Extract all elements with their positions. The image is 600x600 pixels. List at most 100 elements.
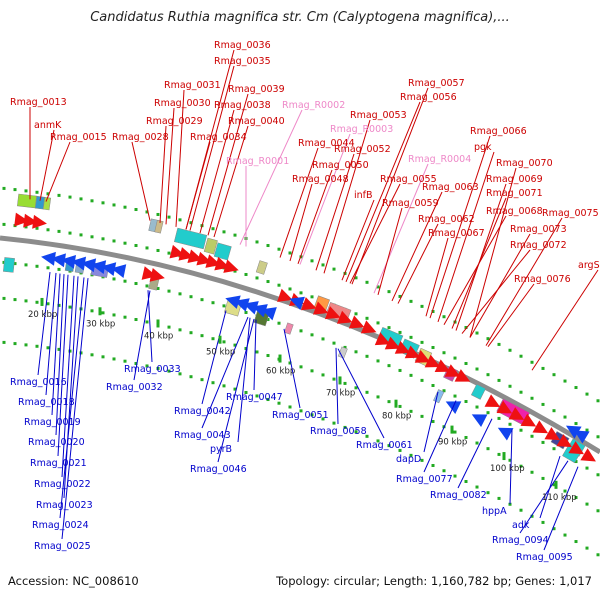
gene-label-bottom[interactable]: hppA	[482, 506, 507, 517]
track-dot	[387, 400, 391, 404]
gene-label-bottom[interactable]: Rmag_0046	[190, 464, 247, 475]
gene-label-top[interactable]: Rmag_0067	[428, 228, 485, 239]
gene-label-top[interactable]: Rmag_0062	[418, 214, 475, 225]
gene-label-top[interactable]: Rmag_0038	[214, 100, 271, 111]
scale-tick-label: 60 kbp	[266, 367, 295, 377]
forward-gene-arrow	[394, 340, 411, 354]
gene-label-bottom[interactable]: pyrB	[210, 444, 232, 455]
gene-label-top[interactable]: Rmag_0057	[408, 78, 465, 89]
label-leader	[207, 93, 249, 236]
gene-label-bottom[interactable]: Rmag_0020	[28, 437, 85, 448]
gene-label-top[interactable]: Rmag_0031	[164, 80, 221, 91]
label-leader	[63, 276, 79, 499]
gene-label-top[interactable]: Rmag_0036	[214, 40, 271, 51]
track-dot	[585, 466, 589, 470]
track-dot	[57, 347, 61, 351]
forward-gene-arrow	[384, 336, 401, 350]
gene-label-top[interactable]: infB	[354, 190, 373, 201]
gene-label-top[interactable]: Rmag_0059	[382, 198, 439, 209]
gene-label-top[interactable]: Rmag_0048	[292, 174, 349, 185]
track-dot	[167, 215, 171, 219]
gene-label-bottom[interactable]: Rmag_0023	[36, 500, 93, 511]
gene-label-bottom[interactable]: Rmag_0095	[516, 552, 573, 563]
gene-label-top[interactable]: Rmag_0072	[510, 240, 567, 251]
gene-label-bottom[interactable]: Rmag_0018	[18, 397, 75, 408]
track-dot	[497, 452, 501, 456]
gene-label-top[interactable]: Rmag_0028	[112, 132, 169, 143]
gene-label-top[interactable]: Rmag_0070	[496, 158, 553, 169]
gene-label-top[interactable]: Rmag_0075	[542, 208, 599, 219]
gene-label-bottom[interactable]: Rmag_0061	[356, 440, 413, 451]
gene-label-top[interactable]: Rmag_0071	[486, 188, 543, 199]
gene-label-top[interactable]: Rmag_0015	[50, 132, 107, 143]
gene-label-top[interactable]: pgk	[474, 142, 492, 153]
gene-label-top[interactable]: Rmag_0040	[228, 116, 285, 127]
gene-label-top[interactable]: Rmag_0044	[298, 138, 355, 149]
gene-label-top[interactable]: Rmag_0073	[510, 224, 567, 235]
gene-label-top[interactable]: Rmag_0053	[350, 110, 407, 121]
track-dot	[453, 356, 457, 360]
track-dot	[90, 199, 94, 203]
gene-label-bottom[interactable]: Rmag_0042	[174, 406, 231, 417]
gene-label-bottom[interactable]: Rmag_0043	[174, 430, 231, 441]
gene-label-top[interactable]: Rmag_0076	[514, 274, 571, 285]
track-dot	[200, 378, 204, 382]
gene-label-bottom[interactable]: Rmag_0058	[310, 426, 367, 437]
gene-label-bottom[interactable]: Rmag_0033	[124, 364, 181, 375]
gene-label-bottom[interactable]: Rmag_0094	[492, 535, 549, 546]
track-dot	[112, 239, 116, 243]
track-dot	[343, 345, 347, 349]
gene-label-top[interactable]: Rmag_0052	[334, 144, 391, 155]
label-leader	[349, 183, 401, 284]
gene-block	[284, 322, 294, 335]
track-dot	[519, 354, 523, 358]
gene-label-top[interactable]: Rmag_0034	[190, 132, 247, 143]
gene-label-bottom[interactable]: Rmag_0016	[10, 377, 67, 388]
gene-label-bottom[interactable]: Rmag_0051	[272, 410, 329, 421]
gene-label-top[interactable]: anmK	[34, 120, 62, 131]
gene-label-top[interactable]: Rmag_0029	[146, 116, 203, 127]
gene-label-top[interactable]: Rmag_R0001	[226, 156, 289, 167]
gene-label-bottom[interactable]: Rmag_0047	[226, 392, 283, 403]
gene-label-bottom[interactable]: Rmag_0019	[24, 417, 81, 428]
gene-label-bottom[interactable]: Rmag_0021	[30, 458, 87, 469]
gene-label-top[interactable]: Rmag_0030	[154, 98, 211, 109]
track-dot	[189, 375, 193, 379]
gene-label-top[interactable]: Rmag_R0002	[282, 100, 345, 111]
gene-label-bottom[interactable]: Rmag_0024	[32, 520, 89, 531]
label-leader	[457, 418, 493, 489]
gene-label-top[interactable]: Rmag_0050	[312, 160, 369, 171]
gene-label-top[interactable]: Rmag_0055	[380, 174, 437, 185]
gene-label-top[interactable]: Rmag_0056	[400, 92, 457, 103]
gene-label-top[interactable]: argS	[578, 260, 600, 271]
gene-label-bottom[interactable]: Rmag_0082	[430, 490, 487, 501]
gene-label-top[interactable]: Rmag_0068	[486, 206, 543, 217]
track-dot	[244, 390, 248, 394]
gene-label-top[interactable]: Rmag_R0004	[408, 154, 471, 165]
gene-label-top[interactable]: Rmag_0035	[214, 56, 271, 67]
scale-tick-label: 70 kbp	[326, 388, 355, 398]
accession-value: NC_008610	[72, 574, 139, 588]
scale-tick-mark	[156, 319, 160, 328]
gene-label-bottom[interactable]: Rmag_0032	[106, 382, 163, 393]
gene-label-top[interactable]: Rmag_0039	[228, 84, 285, 95]
gene-label-bottom[interactable]: Rmag_0077	[396, 474, 453, 485]
track-dot	[101, 237, 105, 241]
track-dot	[156, 366, 160, 370]
reverse-gene-arrow	[111, 264, 127, 278]
track-dot	[57, 303, 61, 307]
gene-label-top[interactable]: Rmag_R0003	[330, 124, 393, 135]
track-dot	[508, 422, 512, 426]
gene-label-bottom[interactable]: Rmag_0022	[34, 479, 91, 490]
gene-label-bottom[interactable]: Rmag_0025	[34, 541, 91, 552]
label-leader	[253, 319, 257, 391]
forward-gene-arrow	[223, 259, 239, 273]
gene-label-bottom[interactable]: adk	[512, 520, 530, 531]
track-dot	[585, 428, 589, 432]
gene-label-top[interactable]: Rmag_0063	[422, 182, 479, 193]
gene-label-top[interactable]: Rmag_0066	[470, 126, 527, 137]
gene-label-bottom[interactable]: dapD	[396, 454, 421, 465]
gene-label-top[interactable]: Rmag_0013	[10, 97, 67, 108]
gene-label-top[interactable]: Rmag_0069	[486, 174, 543, 185]
